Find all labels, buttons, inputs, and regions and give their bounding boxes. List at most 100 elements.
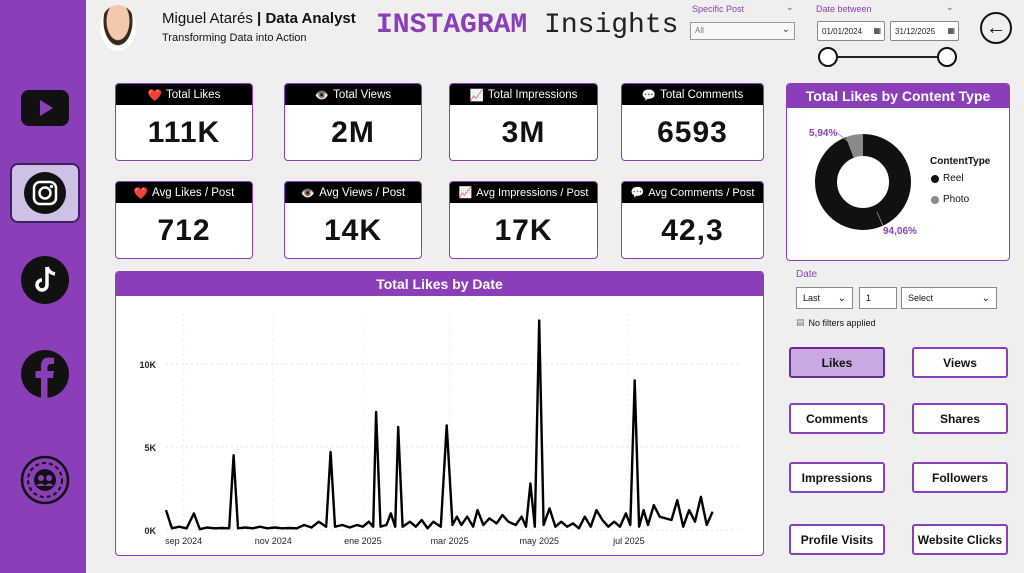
data-point[interactable]	[465, 514, 470, 519]
data-point[interactable]	[459, 523, 464, 528]
data-point[interactable]	[588, 524, 593, 529]
data-point[interactable]	[506, 519, 511, 524]
profile-visits-button[interactable]: Profile Visits	[789, 524, 885, 555]
legend-item-reel[interactable]: Reel	[931, 173, 964, 184]
data-point[interactable]	[641, 508, 646, 513]
data-point[interactable]	[316, 519, 321, 524]
end-date-input[interactable]: 31/12/2025 ▦	[890, 21, 959, 41]
date-slider-end-handle[interactable]	[937, 47, 957, 67]
date-count-input[interactable]: 1	[859, 287, 897, 309]
specific-post-collapse-icon[interactable]: ⌄	[786, 2, 794, 12]
data-point[interactable]	[366, 519, 371, 524]
data-point[interactable]	[294, 526, 299, 531]
data-point[interactable]	[425, 526, 430, 531]
data-point[interactable]	[471, 524, 476, 529]
date-slider-track[interactable]	[830, 56, 948, 58]
data-point[interactable]	[243, 525, 248, 530]
data-point[interactable]	[524, 524, 529, 529]
data-point[interactable]	[332, 524, 337, 529]
data-point[interactable]	[553, 524, 558, 529]
data-point[interactable]	[494, 521, 499, 526]
nav-instagram-button[interactable]	[10, 163, 80, 223]
data-point[interactable]	[438, 524, 443, 529]
website-clicks-button[interactable]: Website Clicks	[912, 524, 1008, 555]
data-point[interactable]	[628, 523, 633, 528]
data-point[interactable]	[197, 527, 202, 532]
data-point[interactable]	[537, 318, 542, 323]
data-point[interactable]	[675, 498, 680, 503]
nav-tiktok-button[interactable]	[10, 250, 80, 310]
data-point[interactable]	[532, 524, 537, 529]
data-point[interactable]	[236, 526, 241, 531]
data-point[interactable]	[594, 508, 599, 513]
date-mode-select[interactable]: Last ⌄	[796, 287, 853, 309]
followers-button[interactable]: Followers	[912, 462, 1008, 493]
specific-post-select[interactable]: All ⌄	[690, 22, 795, 40]
shares-button[interactable]: Shares	[912, 403, 1008, 434]
data-point[interactable]	[669, 518, 674, 523]
data-point[interactable]	[692, 519, 697, 524]
data-point[interactable]	[632, 378, 637, 383]
data-point[interactable]	[177, 524, 182, 529]
data-point[interactable]	[393, 524, 398, 529]
data-point[interactable]	[212, 526, 217, 531]
data-point[interactable]	[475, 508, 480, 513]
data-point[interactable]	[231, 453, 236, 458]
data-point[interactable]	[388, 511, 393, 516]
data-point[interactable]	[710, 509, 715, 514]
data-point[interactable]	[250, 526, 255, 531]
data-point[interactable]	[328, 449, 333, 454]
data-point[interactable]	[681, 524, 686, 529]
data-point[interactable]	[309, 525, 314, 530]
impressions-button[interactable]: Impressions	[789, 462, 885, 493]
data-point[interactable]	[618, 524, 623, 529]
data-point[interactable]	[698, 494, 703, 499]
data-point[interactable]	[164, 508, 169, 513]
data-point[interactable]	[400, 524, 405, 529]
data-point[interactable]	[287, 526, 292, 531]
data-point[interactable]	[413, 524, 418, 529]
data-point[interactable]	[324, 524, 329, 529]
data-point[interactable]	[454, 514, 459, 519]
data-point[interactable]	[663, 516, 668, 521]
data-point[interactable]	[444, 423, 449, 428]
date-between-collapse-icon[interactable]: ⌄	[946, 2, 954, 12]
data-point[interactable]	[687, 508, 692, 513]
data-point[interactable]	[378, 524, 383, 529]
data-point[interactable]	[582, 514, 587, 519]
data-point[interactable]	[396, 424, 401, 429]
data-point[interactable]	[623, 511, 628, 516]
date-unit-select[interactable]: Select ⌄	[901, 287, 997, 309]
data-point[interactable]	[431, 519, 436, 524]
donut-slice-reel[interactable]	[815, 134, 911, 230]
data-point[interactable]	[272, 525, 277, 530]
data-point[interactable]	[576, 526, 581, 531]
data-point[interactable]	[606, 524, 611, 529]
data-point[interactable]	[374, 410, 379, 415]
data-point[interactable]	[340, 523, 345, 528]
data-point[interactable]	[541, 523, 546, 528]
data-point[interactable]	[571, 521, 576, 526]
data-point[interactable]	[612, 519, 617, 524]
data-point[interactable]	[645, 523, 650, 528]
data-point[interactable]	[528, 481, 533, 486]
comments-button[interactable]: Comments	[789, 403, 885, 434]
data-point[interactable]	[519, 514, 524, 519]
nav-youtube-button[interactable]	[10, 78, 80, 138]
data-point[interactable]	[704, 523, 709, 528]
data-point[interactable]	[547, 506, 552, 511]
data-point[interactable]	[355, 523, 360, 528]
data-point[interactable]	[360, 524, 365, 529]
donut-slice-photo[interactable]	[815, 134, 911, 230]
data-point[interactable]	[184, 526, 189, 531]
back-button[interactable]: ←	[980, 12, 1012, 44]
data-point[interactable]	[302, 523, 307, 528]
start-date-input[interactable]: 01/01/2024 ▦	[817, 21, 885, 41]
data-point[interactable]	[657, 514, 662, 519]
data-point[interactable]	[191, 511, 196, 516]
data-point[interactable]	[169, 526, 174, 531]
data-point[interactable]	[347, 525, 352, 530]
data-point[interactable]	[371, 524, 376, 529]
nav-facebook-button[interactable]	[10, 344, 80, 404]
data-point[interactable]	[481, 523, 486, 528]
